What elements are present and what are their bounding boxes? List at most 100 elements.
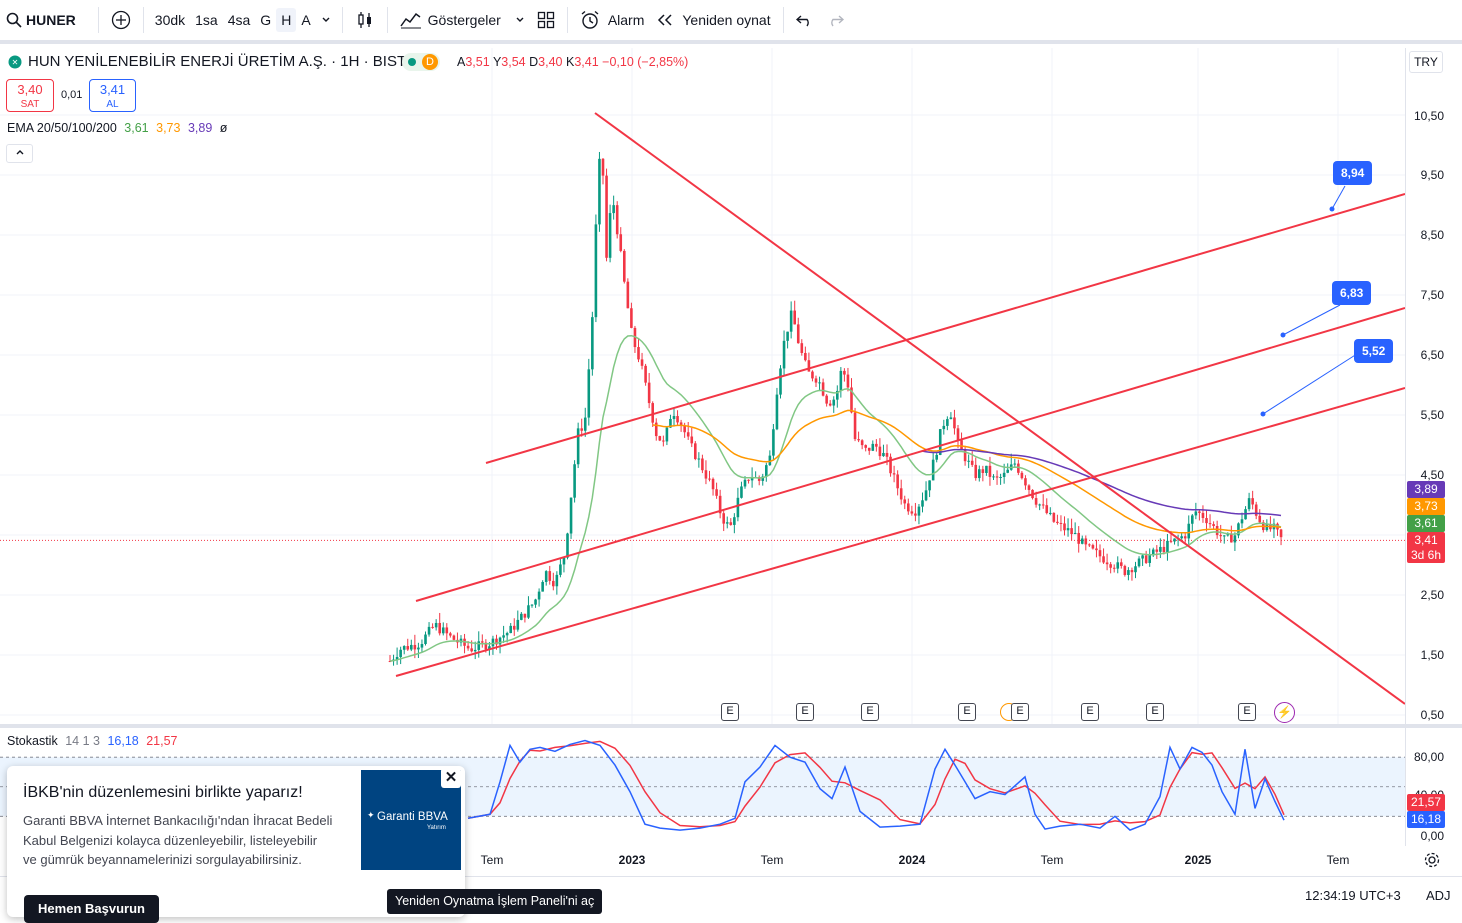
ema-legend[interactable]: EMA 20/50/100/200 3,61 3,73 3,89 ø (7, 121, 227, 135)
candle-body (1159, 546, 1162, 552)
undo-button[interactable] (790, 0, 820, 42)
adj-toggle[interactable]: ADJ (1426, 888, 1451, 903)
sell-button[interactable]: 3,40 SAT (6, 79, 54, 112)
earnings-badge[interactable]: E (1081, 703, 1099, 721)
earnings-badge[interactable]: E (861, 703, 879, 721)
candle-body (864, 445, 867, 448)
redo-button[interactable] (820, 0, 850, 42)
layouts-button[interactable] (531, 0, 561, 42)
candle-body (498, 637, 502, 645)
timeframe-4h[interactable]: 4sa (227, 12, 251, 28)
candle-body (690, 436, 694, 444)
compare-symbol-button[interactable] (105, 0, 137, 42)
candle-body (1226, 534, 1230, 536)
candle-body (1059, 522, 1063, 524)
rewind-icon (658, 14, 672, 26)
candle-body (765, 465, 768, 477)
candle-body (800, 343, 804, 353)
candle-body (743, 479, 747, 487)
stoch-legend[interactable]: Stokastik 14 1 3 16,18 21,57 (7, 734, 178, 748)
lightning-event-icon[interactable]: ⚡ (1274, 702, 1295, 723)
chart-type-button[interactable] (349, 0, 381, 42)
last-price-tag: 3,41 3d 6h (1407, 532, 1445, 563)
candle-body (388, 661, 392, 662)
candle-body (1141, 555, 1144, 559)
earnings-badge[interactable]: E (1238, 703, 1256, 721)
candle-body (775, 394, 779, 430)
timeframe-dropdown[interactable] (316, 12, 336, 28)
candle-body (811, 371, 814, 379)
candle-body (828, 403, 832, 406)
clock-timezone[interactable]: 12:34:19 UTC+3 (1305, 888, 1401, 903)
collapse-legend-button[interactable] (6, 144, 33, 163)
candle-body (850, 387, 853, 413)
candle-body (725, 522, 729, 524)
earnings-badge[interactable]: E (1011, 703, 1029, 721)
earnings-badge[interactable]: E (796, 703, 814, 721)
target-tag-2[interactable]: 6,83 (1332, 281, 1372, 305)
candle-body (523, 613, 527, 618)
candle-body (630, 308, 633, 328)
target-anchor-point (1280, 332, 1286, 338)
alarm-button[interactable]: Alarm (574, 0, 651, 42)
close-popup-button[interactable]: ✕ (441, 768, 461, 788)
candle-body (740, 486, 743, 498)
candle-body (768, 455, 772, 466)
target-callout-line (1331, 185, 1346, 210)
candle-body (1258, 515, 1262, 523)
currency-selector[interactable]: TRY (1409, 51, 1443, 73)
candle-body (449, 633, 452, 636)
target-tag-1[interactable]: 8,94 (1333, 161, 1373, 185)
time-tick: 2025 (1184, 853, 1212, 867)
indicators-button[interactable]: Göstergeler (394, 0, 531, 42)
timeframe-month[interactable]: A (301, 12, 311, 28)
candle-body (1169, 540, 1173, 542)
symbol-search-button[interactable]: HUNER (0, 0, 82, 42)
candle-body (1017, 463, 1020, 473)
candle-body (1155, 549, 1159, 552)
promo-cta-button[interactable]: Hemen Başvurun (24, 895, 159, 923)
candle-body (612, 205, 615, 214)
candle-body (733, 517, 736, 525)
target-tag-3[interactable]: 5,52 (1354, 339, 1394, 363)
price-axis[interactable]: TRY 10,50 9,50 8,50 7,50 6,50 5,50 4,50 … (1405, 48, 1462, 846)
settings-button[interactable] (1423, 851, 1441, 874)
candle-body (988, 465, 992, 477)
earnings-badge[interactable]: E (721, 703, 739, 721)
pane-separator[interactable] (0, 724, 1462, 728)
time-tick: 2024 (898, 853, 926, 867)
replay-button[interactable]: Yeniden oynat (650, 0, 776, 42)
buy-button[interactable]: 3,41 AL (89, 79, 136, 112)
time-axis[interactable]: Tem 2023 Tem 2024 Tem 2025 Tem (0, 846, 1405, 876)
candle-body (594, 224, 598, 318)
price-tick: 1,50 (1420, 648, 1444, 662)
candle-body (718, 495, 722, 514)
candle-body (981, 469, 985, 473)
price-tick: 9,50 (1420, 168, 1444, 182)
candle-body (903, 499, 907, 504)
ohlc-values: A3,51 Y3,54 D3,40 K3,41 −0,10 (−2,85%) (457, 55, 688, 69)
replay-panel-tooltip: Yeniden Oynatma İşlem Paneli'ni aç (387, 889, 603, 914)
earnings-badge[interactable]: E (958, 703, 976, 721)
candle-body (662, 440, 665, 442)
candle-body (566, 533, 569, 558)
candle-body (1144, 555, 1148, 563)
indicators-label: Göstergeler (427, 12, 501, 28)
candles-icon (358, 12, 371, 28)
symbol-legend[interactable]: ✕ HUN YENİLENEBİLİR ENERJİ ÜRETİM A.Ş. ·… (8, 53, 406, 70)
timeframe-1h[interactable]: 1sa (195, 12, 218, 28)
candle-body (704, 470, 708, 479)
candle-body (1180, 536, 1183, 539)
market-status-badge[interactable]: D (402, 53, 440, 71)
timeframe-30m[interactable]: 30dk (154, 12, 186, 28)
timeframe-week[interactable]: H (276, 8, 297, 32)
candle-body (580, 428, 583, 431)
earnings-badge[interactable]: E (1146, 703, 1164, 721)
candle-body (1162, 546, 1166, 553)
change-value: −0,10 (−2,85%) (602, 55, 689, 69)
candle-body (591, 317, 594, 370)
timeframe-day[interactable]: G (260, 12, 272, 28)
high-label: Y (492, 55, 502, 69)
stoch-params: 14 1 3 (65, 734, 100, 748)
price-chart-canvas[interactable] (0, 48, 1405, 724)
